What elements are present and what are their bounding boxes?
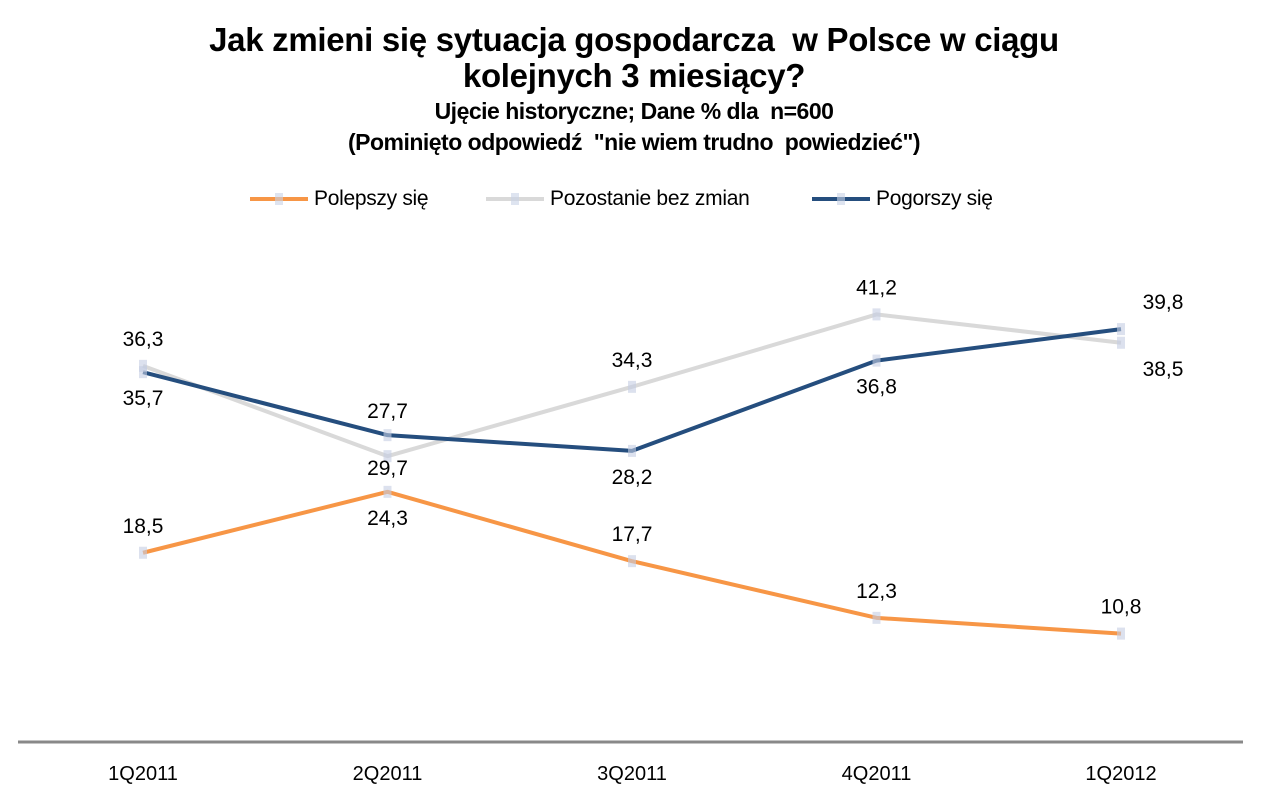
data-point-marker bbox=[383, 485, 392, 498]
data-label: 34,3 bbox=[612, 349, 653, 372]
chart-subtitle-line-2: (Pominięto odpowiedź "nie wiem trudno po… bbox=[347, 129, 921, 155]
chart-title-line-1: Jak zmieni się sytuacja gospodarcza w Po… bbox=[209, 21, 1059, 58]
data-point-marker bbox=[1117, 627, 1125, 640]
legend-swatch-pogorszy bbox=[812, 193, 870, 205]
data-label: 36,8 bbox=[856, 376, 897, 399]
data-point-marker bbox=[628, 380, 636, 393]
data-label: 17,7 bbox=[612, 523, 653, 546]
data-label: 10,8 bbox=[1101, 596, 1142, 619]
x-tick-label: 2Q2011 bbox=[353, 763, 423, 785]
data-point-marker bbox=[139, 359, 147, 372]
data-point-marker bbox=[628, 555, 636, 568]
data-label: 29,7 bbox=[367, 457, 408, 480]
data-point-marker bbox=[1117, 336, 1125, 349]
legend-label-pozostanie: Pozostanie bez zmian bbox=[550, 187, 750, 210]
legend-label-polepszy: Polepszy się bbox=[314, 187, 429, 210]
data-point-marker bbox=[628, 444, 636, 457]
legend-item-polepszy: Polepszy się bbox=[250, 184, 429, 214]
x-tick-label: 4Q2011 bbox=[842, 763, 912, 785]
legend-swatch-polepszy bbox=[250, 193, 308, 205]
x-tick-label: 1Q2011 bbox=[108, 763, 178, 785]
data-label: 35,7 bbox=[123, 387, 164, 410]
legend-item-pozostanie: Pozostanie bez zmian bbox=[486, 184, 750, 214]
data-label: 24,3 bbox=[367, 507, 408, 530]
data-label: 39,8 bbox=[1143, 291, 1184, 314]
x-tick-label: 1Q2012 bbox=[1085, 763, 1156, 785]
chart-subtitle-line-1: Ujęcie historyczne; Dane % dla n=600 bbox=[434, 98, 834, 124]
data-point-marker bbox=[383, 450, 392, 463]
data-point-marker bbox=[383, 429, 392, 442]
data-label: 18,5 bbox=[123, 515, 164, 538]
chart-title-line-2: kolejnych 3 miesiący? bbox=[462, 57, 806, 94]
data-point-marker bbox=[872, 354, 881, 367]
data-point-marker bbox=[1117, 323, 1125, 336]
data-label: 36,3 bbox=[123, 328, 164, 351]
x-tick-label: 3Q2011 bbox=[597, 763, 667, 785]
data-label: 28,2 bbox=[612, 466, 653, 489]
data-label: 41,2 bbox=[856, 276, 897, 299]
legend-swatch-pozostanie bbox=[486, 193, 544, 205]
data-label: 27,7 bbox=[367, 400, 408, 423]
data-label: 38,5 bbox=[1143, 358, 1184, 381]
legend-marker-icon bbox=[275, 193, 283, 205]
legend-marker-icon bbox=[837, 193, 845, 205]
data-point-marker bbox=[139, 366, 147, 379]
data-point-marker bbox=[872, 308, 881, 321]
legend-item-pogorszy: Pogorszy się bbox=[812, 184, 993, 214]
data-point-marker bbox=[872, 611, 881, 624]
data-point-marker bbox=[139, 546, 147, 559]
legend-label-pogorszy: Pogorszy się bbox=[876, 187, 993, 210]
legend-marker-icon bbox=[511, 193, 519, 205]
chart-legend: Polepszy się Pozostanie bez zmian Pogors… bbox=[0, 184, 1268, 214]
data-label: 12,3 bbox=[856, 580, 897, 603]
